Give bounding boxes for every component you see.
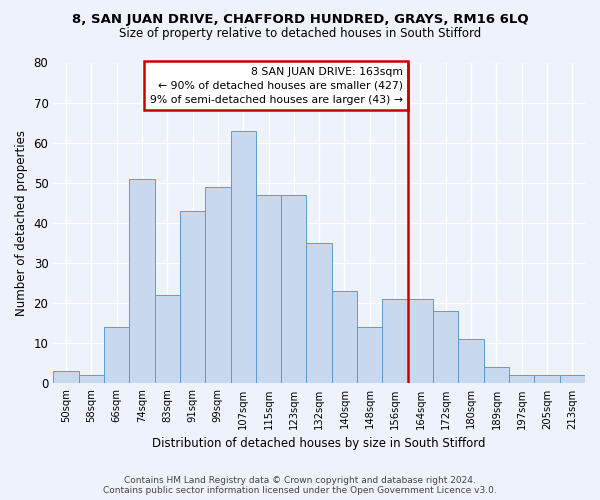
- Bar: [433, 311, 458, 384]
- Text: 8 SAN JUAN DRIVE: 163sqm
← 90% of detached houses are smaller (427)
9% of semi-d: 8 SAN JUAN DRIVE: 163sqm ← 90% of detach…: [150, 66, 403, 104]
- Bar: [79, 376, 104, 384]
- Y-axis label: Number of detached properties: Number of detached properties: [15, 130, 28, 316]
- Bar: [155, 295, 180, 384]
- Bar: [560, 376, 585, 384]
- Bar: [205, 187, 230, 384]
- Bar: [408, 299, 433, 384]
- Bar: [535, 376, 560, 384]
- Bar: [509, 376, 535, 384]
- Bar: [281, 195, 307, 384]
- Text: 8, SAN JUAN DRIVE, CHAFFORD HUNDRED, GRAYS, RM16 6LQ: 8, SAN JUAN DRIVE, CHAFFORD HUNDRED, GRA…: [71, 12, 529, 26]
- Bar: [458, 340, 484, 384]
- Bar: [307, 243, 332, 384]
- Bar: [104, 328, 129, 384]
- Text: Contains HM Land Registry data © Crown copyright and database right 2024.
Contai: Contains HM Land Registry data © Crown c…: [103, 476, 497, 495]
- Bar: [256, 195, 281, 384]
- X-axis label: Distribution of detached houses by size in South Stifford: Distribution of detached houses by size …: [152, 437, 486, 450]
- Bar: [357, 328, 382, 384]
- Bar: [129, 179, 155, 384]
- Bar: [484, 368, 509, 384]
- Bar: [332, 291, 357, 384]
- Bar: [53, 372, 79, 384]
- Bar: [382, 299, 408, 384]
- Text: Size of property relative to detached houses in South Stifford: Size of property relative to detached ho…: [119, 28, 481, 40]
- Bar: [180, 211, 205, 384]
- Bar: [230, 130, 256, 384]
